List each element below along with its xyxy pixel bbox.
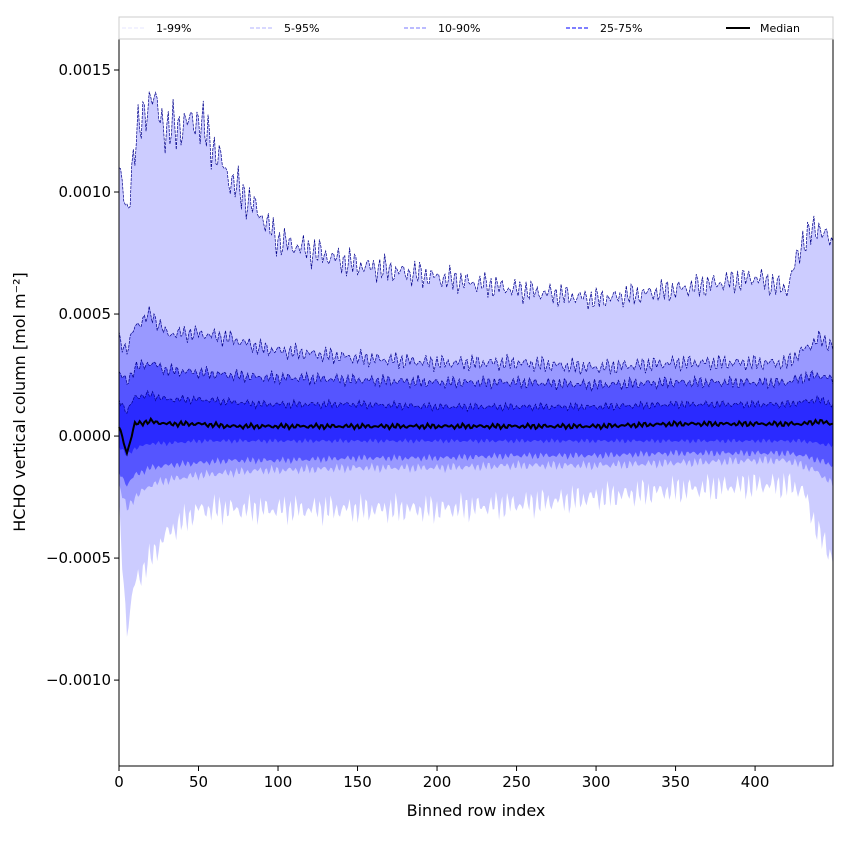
- y-tick-label: 0.0010: [59, 183, 112, 201]
- x-tick-label: 300: [582, 773, 611, 791]
- band-upper-line-5-95%: [118, 306, 834, 376]
- x-axis-label: Binned row index: [407, 801, 546, 820]
- y-tick-label: 0.0005: [59, 305, 112, 323]
- legend: 1-99% 5-95% 10-90% 25-75% Median: [118, 16, 834, 40]
- legend-label: Median: [760, 22, 800, 35]
- x-tick-label: 350: [661, 773, 690, 791]
- x-tick-label: 50: [189, 773, 208, 791]
- legend-label: 1-99%: [156, 22, 191, 35]
- x-tick-label: 400: [741, 773, 770, 791]
- x-tick-label: 0: [114, 773, 124, 791]
- y-axis-label: HCHO vertical column [mol m⁻²]: [10, 272, 29, 531]
- x-tick-label: 100: [264, 773, 293, 791]
- y-tick-label: 0.0000: [59, 427, 112, 445]
- legend-label: 10-90%: [438, 22, 480, 35]
- bands-layer: [118, 91, 834, 637]
- band-upper-line-1-99%: [118, 91, 834, 310]
- y-tick-label: −0.0010: [46, 671, 111, 689]
- x-tick-label: 200: [423, 773, 452, 791]
- y-tick-label: −0.0005: [46, 549, 111, 567]
- x-tick-label: 150: [343, 773, 372, 791]
- legend-box: [118, 16, 834, 40]
- x-tick-label: 250: [502, 773, 531, 791]
- median-line: [118, 416, 834, 457]
- x-axis: 0 50 100 150 200 250 300 350 400: [114, 766, 769, 791]
- band-25-75%: [119, 390, 833, 457]
- band-upper-line-10-90%: [118, 358, 834, 392]
- y-tick-label: 0.0015: [59, 61, 112, 79]
- band-upper-line-25-75%: [118, 389, 834, 414]
- legend-label: 25-75%: [600, 22, 642, 35]
- legend-label: 5-95%: [284, 22, 319, 35]
- y-axis: −0.0010 −0.0005 0.0000 0.0005 0.0010 0.0015: [46, 61, 119, 689]
